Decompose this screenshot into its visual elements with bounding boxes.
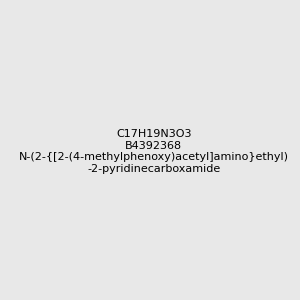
Text: C17H19N3O3
B4392368
N-(2-{[2-(4-methylphenoxy)acetyl]amino}ethyl)
-2-pyridinecar: C17H19N3O3 B4392368 N-(2-{[2-(4-methylph… bbox=[19, 129, 289, 174]
